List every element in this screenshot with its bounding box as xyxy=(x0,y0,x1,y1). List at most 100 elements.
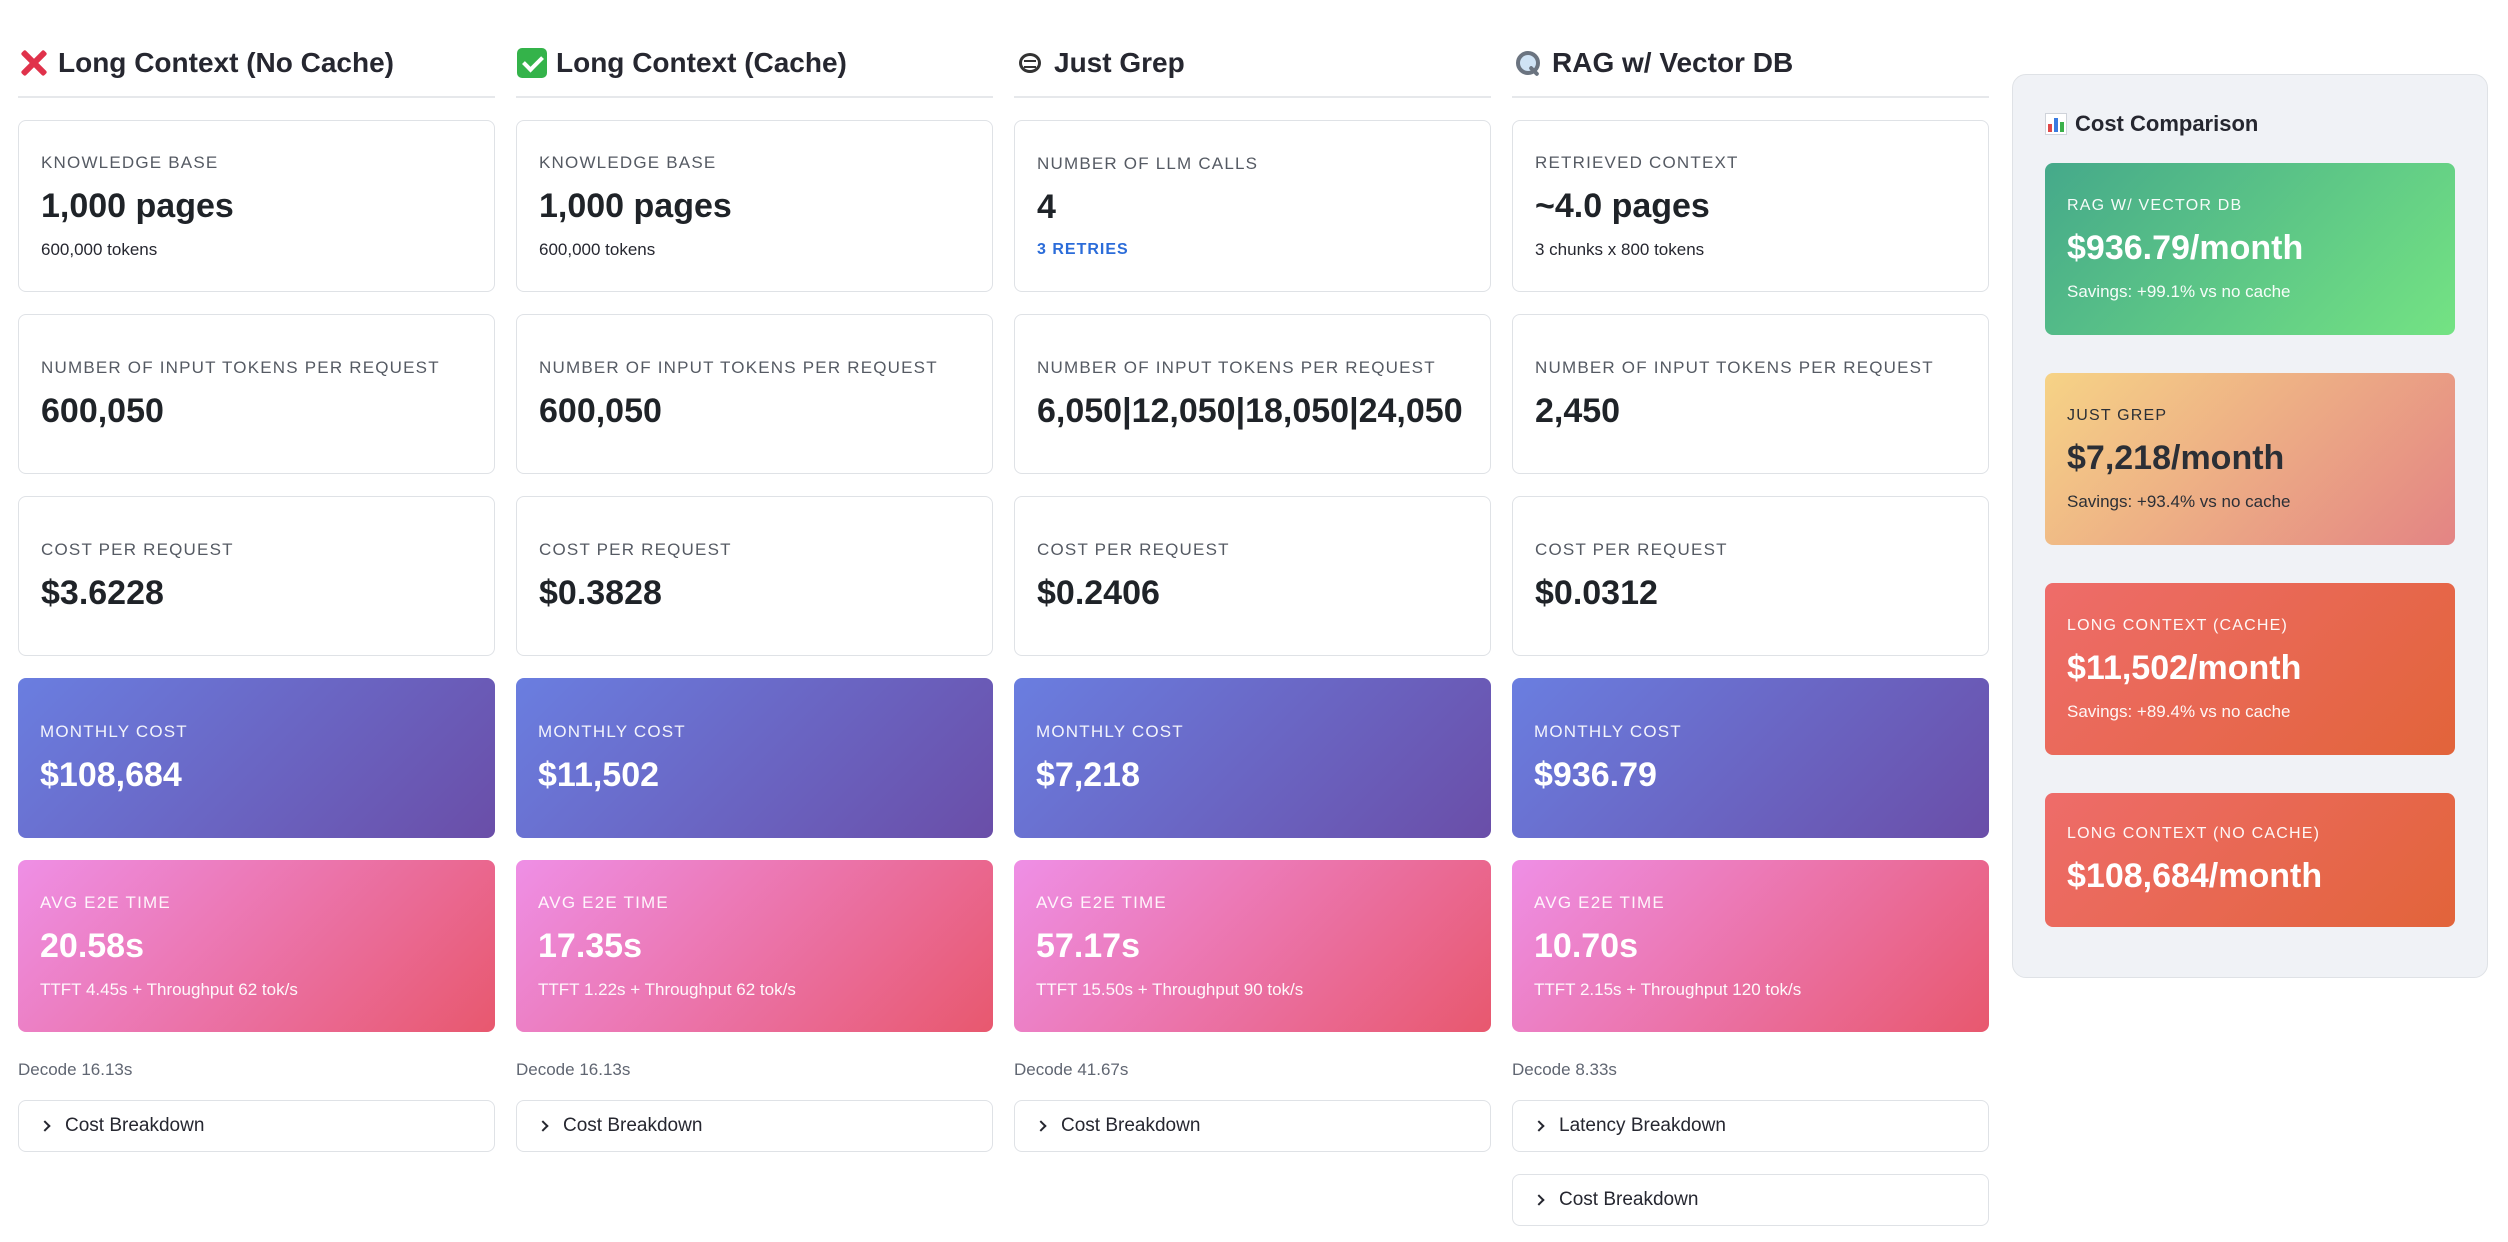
decode-time: Decode 8.33s xyxy=(1512,1060,1617,1079)
metric-value: 2,450 xyxy=(1535,391,1621,430)
llm-calls-card: NUMBER OF LLM CALLS 4 3 RETRIES xyxy=(1014,120,1491,292)
metric-sub: TTFT 4.45s + Throughput 62 tok/s xyxy=(40,979,298,999)
metric-value: 1,000 pages xyxy=(41,186,234,225)
metric-label: RETRIEVED CONTEXT xyxy=(1535,152,1739,172)
input-tokens-card: NUMBER OF INPUT TOKENS PER REQUEST 6,050… xyxy=(1014,314,1491,474)
panel-title-text: Cost Comparison xyxy=(2075,111,2259,136)
metric-value: 10.70s xyxy=(1534,926,1638,965)
metric-sub: TTFT 15.50s + Throughput 90 tok/s xyxy=(1036,979,1304,999)
metric-value: 4 xyxy=(1037,187,1056,226)
comparison-card-no-cache: LONG CONTEXT (NO CACHE) $108,684/month xyxy=(2045,793,2455,927)
metric-label: COST PER REQUEST xyxy=(1535,539,1728,559)
cost-breakdown-expander[interactable]: Cost Breakdown xyxy=(516,1100,993,1152)
latency-breakdown-expander[interactable]: Latency Breakdown xyxy=(1512,1100,1989,1152)
knowledge-base-card: KNOWLEDGE BASE 1,000 pages 600,000 token… xyxy=(516,120,993,292)
knowledge-base-card: KNOWLEDGE BASE 1,000 pages 600,000 token… xyxy=(18,120,495,292)
cost-per-request-card: COST PER REQUEST $3.6228 xyxy=(18,496,495,656)
chevron-right-icon xyxy=(1533,1120,1545,1132)
expander-label: Cost Breakdown xyxy=(563,1115,703,1136)
retrieved-context-card: RETRIEVED CONTEXT ~4.0 pages 3 chunks x … xyxy=(1512,120,1989,292)
comparison-card-grep: JUST GREP $7,218/month Savings: +93.4% v… xyxy=(2045,373,2455,545)
input-tokens-card: NUMBER OF INPUT TOKENS PER REQUEST 2,450 xyxy=(1512,314,1989,474)
comparison-label: RAG W/ VECTOR DB xyxy=(2067,196,2243,214)
column-header: Long Context (Cache) xyxy=(516,30,993,98)
comparison-value: $11,502/month xyxy=(2067,648,2302,687)
e2e-time-card: AVG E2E TIME 17.35s TTFT 1.22s + Through… xyxy=(516,860,993,1032)
metric-value: $7,218 xyxy=(1036,755,1140,794)
check-mark-icon xyxy=(516,48,548,78)
input-tokens-card: NUMBER OF INPUT TOKENS PER REQUEST 600,0… xyxy=(18,314,495,474)
comparison-savings: Savings: +89.4% vs no cache xyxy=(2067,701,2291,721)
column-long-context-cache: Long Context (Cache) KNOWLEDGE BASE 1,00… xyxy=(516,30,993,1226)
metric-value: $0.2406 xyxy=(1037,573,1160,612)
metric-label: COST PER REQUEST xyxy=(539,539,732,559)
metric-label: NUMBER OF INPUT TOKENS PER REQUEST xyxy=(539,357,938,377)
column-title: Long Context (No Cache) xyxy=(58,47,394,78)
comparison-card-cache: LONG CONTEXT (CACHE) $11,502/month Savin… xyxy=(2045,583,2455,755)
metric-sub: TTFT 2.15s + Throughput 120 tok/s xyxy=(1534,979,1802,999)
e2e-time-card: AVG E2E TIME 57.17s TTFT 15.50s + Throug… xyxy=(1014,860,1491,1032)
e2e-time-card: AVG E2E TIME 10.70s TTFT 2.15s + Through… xyxy=(1512,860,1989,1032)
metric-sub: 600,000 tokens xyxy=(41,239,158,259)
metric-value: 600,050 xyxy=(539,391,662,430)
input-tokens-card: NUMBER OF INPUT TOKENS PER REQUEST 600,0… xyxy=(516,314,993,474)
decode-time: Decode 16.13s xyxy=(516,1060,631,1079)
cost-breakdown-expander[interactable]: Cost Breakdown xyxy=(1512,1174,1989,1226)
scenario-columns: Long Context (No Cache) KNOWLEDGE BASE 1… xyxy=(18,30,1990,1226)
retries-badge: 3 RETRIES xyxy=(1037,240,1129,258)
monthly-cost-card: MONTHLY COST $108,684 xyxy=(18,678,495,838)
comparison-label: LONG CONTEXT (CACHE) xyxy=(2067,616,2289,634)
decode-time: Decode 16.13s xyxy=(18,1060,133,1079)
cost-per-request-card: COST PER REQUEST $0.0312 xyxy=(1512,496,1989,656)
comparison-label: LONG CONTEXT (NO CACHE) xyxy=(2067,824,2321,842)
expander-label: Cost Breakdown xyxy=(65,1115,205,1136)
metric-value: 1,000 pages xyxy=(539,186,732,225)
e2e-time-card: AVG E2E TIME 20.58s TTFT 4.45s + Through… xyxy=(18,860,495,1032)
metric-value: 600,050 xyxy=(41,391,164,430)
metric-label: KNOWLEDGE BASE xyxy=(41,152,219,172)
column-header: Long Context (No Cache) xyxy=(18,30,495,98)
metric-label: AVG E2E TIME xyxy=(1534,892,1665,912)
metric-label: KNOWLEDGE BASE xyxy=(539,152,717,172)
metric-value: $936.79 xyxy=(1534,755,1657,794)
metric-label: MONTHLY COST xyxy=(1534,721,1682,741)
metric-value: $0.3828 xyxy=(539,573,662,612)
monthly-cost-card: MONTHLY COST $11,502 xyxy=(516,678,993,838)
column-title: Long Context (Cache) xyxy=(556,47,847,78)
metric-label: MONTHLY COST xyxy=(538,721,686,741)
bar-chart-icon xyxy=(2045,113,2067,135)
metric-label: NUMBER OF INPUT TOKENS PER REQUEST xyxy=(1535,357,1934,377)
comparison-savings: Savings: +99.1% vs no cache xyxy=(2067,281,2291,301)
comparison-value: $108,684/month xyxy=(2067,856,2323,895)
expander-label: Cost Breakdown xyxy=(1061,1115,1201,1136)
metric-label: AVG E2E TIME xyxy=(40,892,171,912)
monthly-cost-card: MONTHLY COST $7,218 xyxy=(1014,678,1491,838)
chevron-right-icon xyxy=(1533,1194,1545,1206)
column-title: Just Grep xyxy=(1054,47,1185,78)
metric-label: AVG E2E TIME xyxy=(1036,892,1167,912)
cost-breakdown-expander[interactable]: Cost Breakdown xyxy=(1014,1100,1491,1152)
decode-time: Decode 41.67s xyxy=(1014,1060,1129,1079)
metric-label: AVG E2E TIME xyxy=(538,892,669,912)
comparison-savings: Savings: +93.4% vs no cache xyxy=(2067,491,2291,511)
metric-value: 20.58s xyxy=(40,926,144,965)
metric-sub: 600,000 tokens xyxy=(539,239,656,259)
metric-label: COST PER REQUEST xyxy=(1037,539,1230,559)
metric-label: NUMBER OF INPUT TOKENS PER REQUEST xyxy=(41,357,440,377)
metric-value: ~4.0 pages xyxy=(1535,186,1710,225)
column-header: Just Grep xyxy=(1014,30,1491,98)
metric-value: $3.6228 xyxy=(41,573,164,612)
metric-value: $0.0312 xyxy=(1535,573,1658,612)
cost-breakdown-expander[interactable]: Cost Breakdown xyxy=(18,1100,495,1152)
metric-value: $11,502 xyxy=(538,755,660,794)
metric-label: NUMBER OF LLM CALLS xyxy=(1037,153,1259,173)
metric-label: MONTHLY COST xyxy=(1036,721,1184,741)
cost-per-request-card: COST PER REQUEST $0.2406 xyxy=(1014,496,1491,656)
metric-value: 57.17s xyxy=(1036,926,1140,965)
metric-label: NUMBER OF INPUT TOKENS PER REQUEST xyxy=(1037,357,1436,377)
cross-mark-icon xyxy=(18,49,50,77)
magnifier-icon xyxy=(1512,51,1544,75)
comparison-label: JUST GREP xyxy=(2067,406,2168,424)
comparison-value: $7,218/month xyxy=(2067,438,2285,477)
chevron-right-icon xyxy=(1035,1120,1047,1132)
